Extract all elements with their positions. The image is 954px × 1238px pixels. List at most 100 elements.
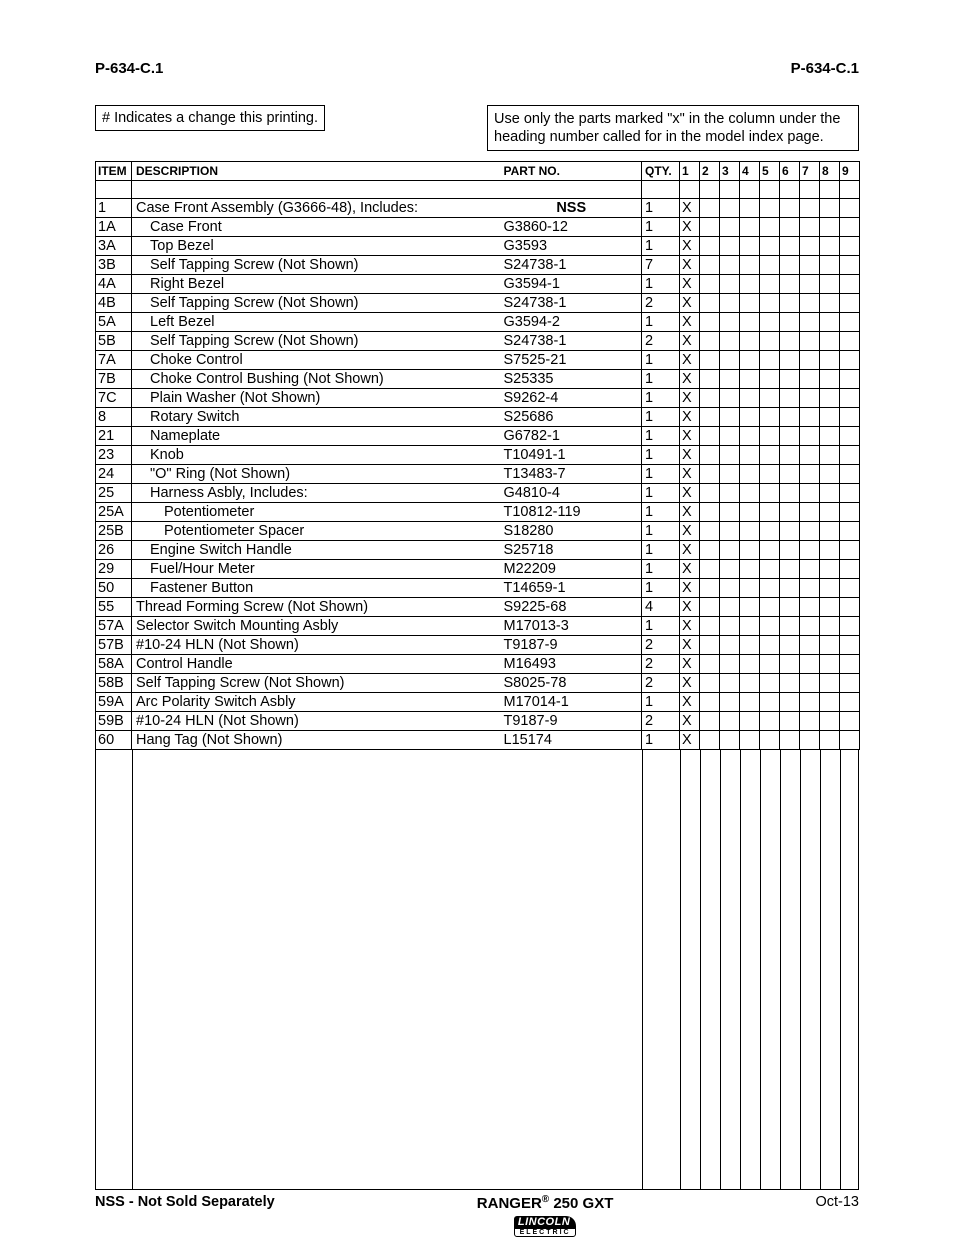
cell-mark [840, 256, 860, 275]
footer-model-post: 250 GXT [549, 1195, 613, 1212]
th-n5: 5 [760, 162, 780, 181]
cell-part: T10491-1 [502, 446, 642, 465]
cell-qty: 1 [642, 617, 680, 636]
page-header: P-634-C.1 P-634-C.1 [95, 60, 859, 77]
cell-qty: 2 [642, 712, 680, 731]
table-row: 59B#10-24 HLN (Not Shown)T9187-92X [96, 712, 860, 731]
cell-mark [800, 731, 820, 750]
cell-part: NSS [502, 199, 642, 218]
cell-mark [840, 332, 860, 351]
cell-mark [820, 351, 840, 370]
table-row: 24"O" Ring (Not Shown)T13483-71X [96, 465, 860, 484]
cell-mark [800, 408, 820, 427]
cell-item: 50 [96, 579, 132, 598]
th-n1: 1 [680, 162, 700, 181]
cell-mark [820, 370, 840, 389]
parts-table-head: ITEM DESCRIPTION PART NO. QTY. 1 2 3 4 5… [96, 162, 860, 181]
cell-mark [740, 446, 760, 465]
cell-mark [720, 351, 740, 370]
cell-mark [780, 731, 800, 750]
cell-desc: Right Bezel [132, 275, 502, 294]
cell-mark [760, 408, 780, 427]
cell-desc: Choke Control Bushing (Not Shown) [132, 370, 502, 389]
cell-mark [820, 617, 840, 636]
cell-mark [720, 655, 740, 674]
th-n8: 8 [820, 162, 840, 181]
cell-mark: X [680, 598, 700, 617]
table-row: 58BSelf Tapping Screw (Not Shown)S8025-7… [96, 674, 860, 693]
cell-mark [840, 731, 860, 750]
cell-part: S24738-1 [502, 256, 642, 275]
cell-mark [840, 389, 860, 408]
cell-mark [740, 465, 760, 484]
cell-mark [740, 560, 760, 579]
cell-mark [740, 332, 760, 351]
cell-qty: 2 [642, 674, 680, 693]
cell-qty: 1 [642, 465, 680, 484]
cell-mark [740, 655, 760, 674]
table-row: 5BSelf Tapping Screw (Not Shown)S24738-1… [96, 332, 860, 351]
cell-mark [760, 256, 780, 275]
cell-item: 1 [96, 199, 132, 218]
cell-mark [720, 674, 740, 693]
cell-part: S7525-21 [502, 351, 642, 370]
cell-mark [740, 503, 760, 522]
cell-mark [700, 579, 720, 598]
table-row: 1Case Front Assembly (G3666-48), Include… [96, 199, 860, 218]
cell-desc: Case Front [132, 218, 502, 237]
cell-mark [700, 598, 720, 617]
cell-mark [820, 598, 840, 617]
cell-qty: 1 [642, 427, 680, 446]
cell-desc: Case Front Assembly (G3666-48), Includes… [132, 199, 502, 218]
cell-part: G4810-4 [502, 484, 642, 503]
cell-mark [740, 199, 760, 218]
cell-mark [840, 427, 860, 446]
cell-part: S9225-68 [502, 598, 642, 617]
cell-item: 23 [96, 446, 132, 465]
cell-mark: X [680, 693, 700, 712]
cell-mark [720, 446, 740, 465]
cell-qty: 1 [642, 218, 680, 237]
cell-mark [820, 484, 840, 503]
cell-mark: X [680, 541, 700, 560]
cell-mark [760, 655, 780, 674]
cell-mark [820, 541, 840, 560]
spacer-row [96, 181, 860, 199]
cell-part: S25686 [502, 408, 642, 427]
cell-qty: 1 [642, 731, 680, 750]
cell-mark [840, 446, 860, 465]
cell-mark [720, 275, 740, 294]
cell-qty: 1 [642, 560, 680, 579]
cell-mark [780, 598, 800, 617]
cell-mark [760, 427, 780, 446]
cell-mark [780, 275, 800, 294]
cell-desc: "O" Ring (Not Shown) [132, 465, 502, 484]
cell-mark: X [680, 275, 700, 294]
cell-mark [720, 503, 740, 522]
cell-desc: Self Tapping Screw (Not Shown) [132, 332, 502, 351]
cell-desc: Plain Washer (Not Shown) [132, 389, 502, 408]
cell-desc: Harness Asbly, Includes: [132, 484, 502, 503]
cell-item: 21 [96, 427, 132, 446]
cell-mark [800, 465, 820, 484]
cell-mark [840, 560, 860, 579]
cell-mark [840, 522, 860, 541]
cell-mark [740, 579, 760, 598]
cell-mark [760, 598, 780, 617]
cell-mark [720, 693, 740, 712]
cell-mark [840, 579, 860, 598]
cell-mark [760, 712, 780, 731]
table-row: 3BSelf Tapping Screw (Not Shown)S24738-1… [96, 256, 860, 275]
cell-mark [840, 484, 860, 503]
cell-mark [820, 237, 840, 256]
th-qty: QTY. [642, 162, 680, 181]
cell-mark [840, 313, 860, 332]
cell-mark [800, 446, 820, 465]
cell-qty: 1 [642, 313, 680, 332]
logo-bot: ELECTRIC [514, 1228, 576, 1237]
cell-mark [720, 294, 740, 313]
cell-mark [740, 617, 760, 636]
cell-mark [780, 351, 800, 370]
cell-item: 3A [96, 237, 132, 256]
cell-mark: X [680, 237, 700, 256]
